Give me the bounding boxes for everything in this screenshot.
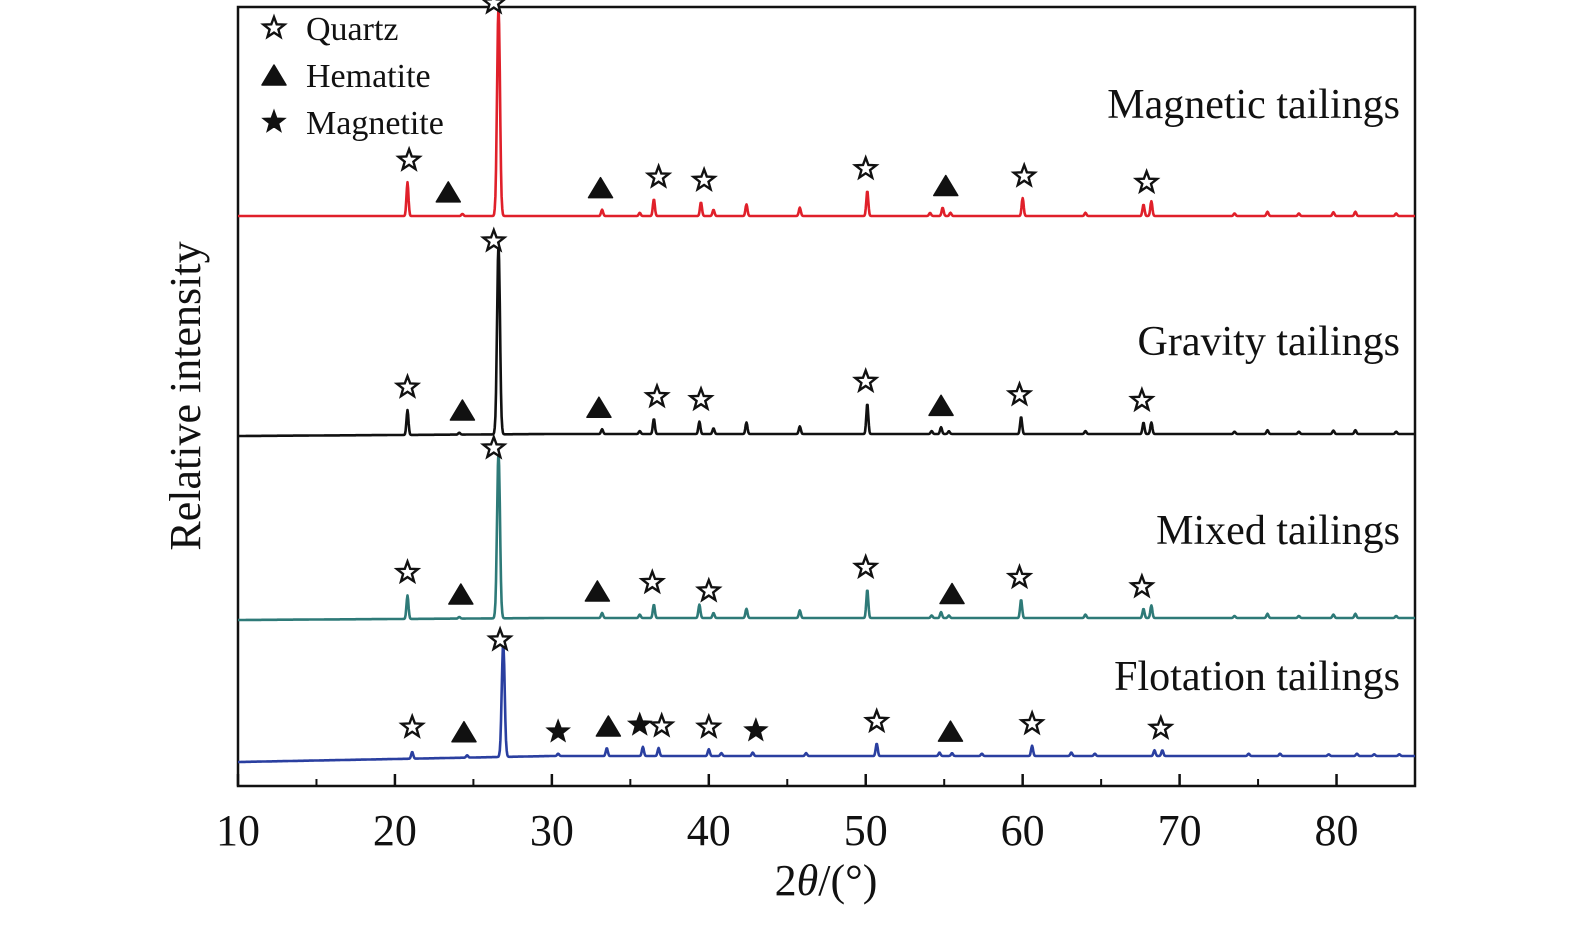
peak-marker-quartz [852, 552, 880, 580]
peak-marker-quartz [479, 226, 508, 253]
x-tick-label: 60 [1001, 806, 1045, 855]
x-tick-label: 30 [530, 806, 574, 855]
peak-marker-quartz [644, 162, 673, 189]
peak-marker-quartz [479, 433, 508, 460]
peak-marker-quartz [1128, 572, 1156, 599]
peak-marker-hematite [586, 396, 612, 418]
plot-frame [236, 5, 1417, 788]
peak-marker-quartz [695, 576, 723, 603]
peak-marker-quartz [695, 712, 723, 739]
x-tick-label: 70 [1158, 806, 1202, 855]
peak-marker-quartz [1146, 713, 1175, 741]
legend-quartz-icon [260, 13, 288, 40]
x-axis-label: 2θ/(°) [775, 856, 878, 905]
peak-marker-quartz [638, 568, 667, 595]
series-line [237, 3, 1416, 218]
peak-marker-magnetite [743, 717, 769, 742]
series-label-flotation: Flotation tailings [1114, 654, 1400, 700]
peak-marker-quartz [863, 707, 891, 734]
legend-magnetite-icon [261, 108, 287, 133]
legend-symbol-quartz [260, 13, 288, 40]
legend: Quartz Hematite Magnetite [260, 11, 444, 142]
peak-marker-hematite [937, 720, 964, 742]
series-line [237, 448, 1416, 622]
series-line [237, 242, 1416, 438]
peak-marker-quartz [643, 382, 671, 409]
x-tick-label: 10 [216, 806, 260, 855]
peak-marker-hematite [933, 174, 959, 197]
legend-symbol-magnetite [261, 108, 287, 133]
peak-marker-quartz [687, 385, 715, 412]
x-tick-label: 20 [373, 806, 417, 855]
series-label-mixed: Mixed tailings [1156, 508, 1400, 554]
legend-label-quartz: Quartz [306, 11, 399, 48]
peak-marker-magnetite [545, 718, 571, 743]
peak-marker-quartz [486, 625, 514, 652]
peak-marker-quartz [690, 165, 718, 192]
series-labels: Magnetic tailings Gravity tailings Mixed… [1107, 82, 1400, 700]
peak-marker-quartz [393, 372, 422, 399]
legend-symbol-hematite [261, 64, 287, 86]
legend-label-hematite: Hematite [306, 58, 431, 95]
peak-marker-quartz [1005, 380, 1034, 407]
peak-marker-quartz [1018, 709, 1046, 736]
peak-marker-hematite [595, 715, 622, 737]
peak-marker-hematite [435, 181, 462, 203]
x-axis: 10 20 30 40 50 60 70 80 [216, 774, 1359, 855]
peak-marker-quartz [1132, 167, 1161, 195]
peak-marker-hematite [587, 176, 614, 199]
peak-marker-quartz [648, 711, 676, 738]
x-tick-label: 80 [1315, 806, 1359, 855]
peak-marker-quartz [398, 712, 426, 739]
peak-marker-hematite [451, 720, 477, 743]
peak-marker-quartz [852, 366, 880, 394]
peak-marker-hematite [449, 399, 476, 421]
peak-marker-quartz [1010, 161, 1038, 188]
series-traces [237, 3, 1416, 764]
peak-marker-quartz [1128, 386, 1156, 413]
peak-marker-quartz [481, 0, 506, 15]
x-tick-label: 50 [844, 806, 888, 855]
series-line [237, 644, 1416, 764]
peak-marker-hematite [928, 394, 954, 417]
x-tick-label: 40 [687, 806, 731, 855]
peak-marker-quartz [393, 558, 422, 585]
peak-marker-quartz [1005, 563, 1034, 590]
peak-marker-quartz [851, 154, 880, 181]
series-label-gravity: Gravity tailings [1138, 319, 1400, 365]
peak-marker-hematite [939, 582, 965, 605]
y-axis-label: Relative intensity [161, 241, 210, 550]
peak-marker-magnetite [626, 711, 653, 736]
legend-hematite-icon [261, 64, 287, 86]
legend-label-magnetite: Magnetite [306, 105, 444, 142]
phase-markers [393, 0, 1175, 743]
series-label-magnetic: Magnetic tailings [1107, 82, 1400, 128]
peak-marker-hematite [584, 580, 611, 602]
peak-marker-quartz [395, 145, 423, 172]
peak-marker-hematite [448, 583, 474, 605]
